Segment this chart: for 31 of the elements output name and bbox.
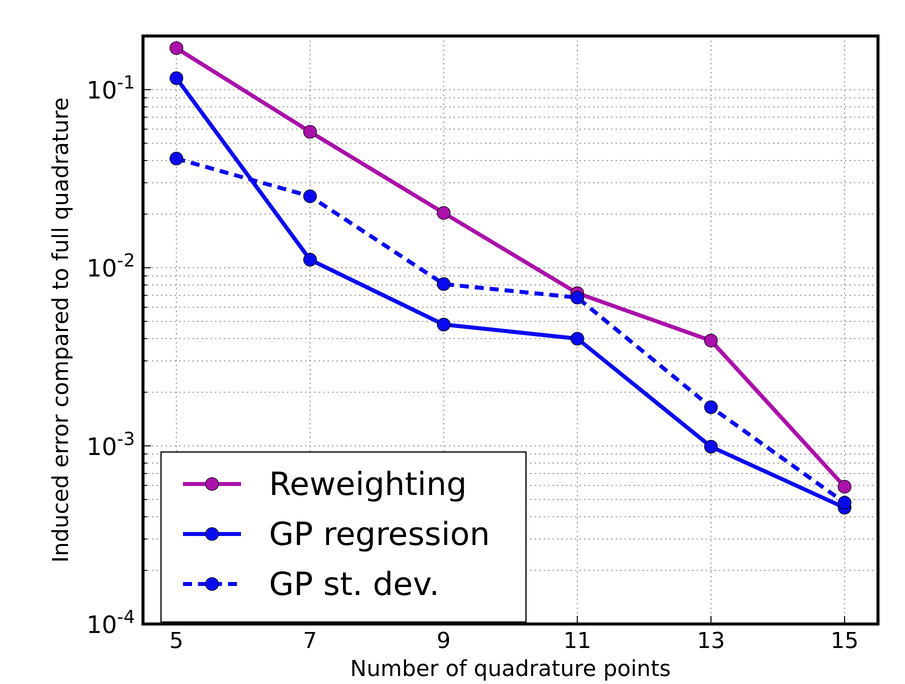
y-tick-label: 10$^{-1}$ bbox=[86, 72, 135, 105]
point bbox=[704, 440, 718, 454]
y-tick-label: 10$^{-4}$ bbox=[86, 606, 135, 639]
legend-label: GP regression bbox=[269, 515, 490, 553]
x-tick-label: 11 bbox=[563, 629, 592, 654]
point bbox=[704, 400, 718, 414]
point bbox=[704, 334, 718, 348]
x-tick-label: 5 bbox=[169, 629, 184, 654]
point bbox=[838, 496, 852, 510]
x-tick-label: 9 bbox=[436, 629, 451, 654]
x-tick-label: 15 bbox=[830, 629, 859, 654]
point bbox=[436, 318, 450, 332]
point bbox=[303, 124, 317, 139]
point bbox=[170, 152, 184, 166]
x-tick-label: 7 bbox=[303, 629, 318, 654]
point bbox=[170, 41, 184, 55]
y-axis-title: Induced error compared to full quadrature bbox=[49, 97, 74, 563]
point bbox=[838, 480, 852, 494]
y-tick-label: 10$^{-2}$ bbox=[86, 250, 135, 283]
point bbox=[436, 277, 450, 291]
legend-label: Reweighting bbox=[269, 465, 467, 503]
point bbox=[303, 252, 317, 266]
legend-label: GP st. dev. bbox=[269, 565, 440, 603]
point bbox=[436, 206, 450, 220]
point bbox=[570, 290, 584, 304]
point bbox=[570, 332, 584, 346]
x-axis-title: Number of quadrature points bbox=[350, 657, 671, 682]
point bbox=[303, 189, 317, 204]
point bbox=[170, 71, 184, 85]
y-tick-label: 10$^{-3}$ bbox=[86, 428, 135, 461]
x-tick-label: 13 bbox=[696, 629, 725, 654]
